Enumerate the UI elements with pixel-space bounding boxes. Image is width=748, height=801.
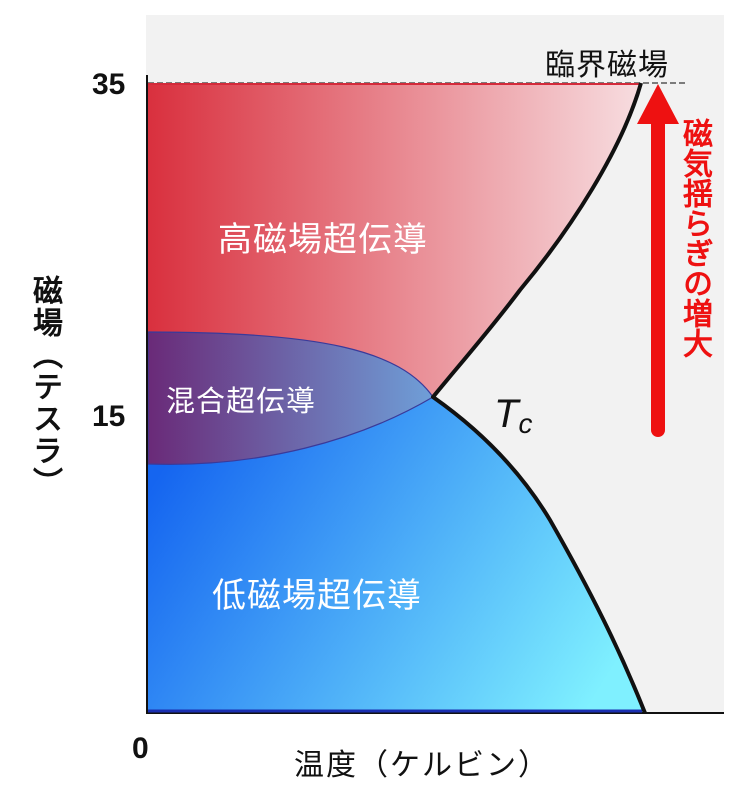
mixed-region-label: 混合超伝導 bbox=[166, 384, 317, 418]
tc-label-main: T bbox=[494, 392, 519, 436]
low-field-region bbox=[148, 397, 645, 713]
critical-field-label: 臨界磁場 bbox=[545, 48, 669, 83]
magnetic-fluctuation-label: 磁気揺らぎの増大 bbox=[677, 118, 712, 358]
tc-label-sub: c bbox=[518, 408, 533, 439]
magnetic-fluctuation-arrow-head bbox=[637, 84, 679, 124]
x-axis-label: 温度（ケルビン） bbox=[294, 748, 550, 783]
high-field-region-label: 高磁場超伝導 bbox=[218, 220, 428, 260]
tc-label: Tc bbox=[494, 392, 532, 440]
tc-boundary-curve bbox=[431, 82, 647, 714]
x-origin-label: 0 bbox=[132, 732, 149, 765]
y-tick-35: 35 bbox=[92, 68, 126, 101]
y-axis-label: 磁場（テスラ） bbox=[27, 275, 62, 499]
low-field-region-label: 低磁場超伝導 bbox=[212, 576, 422, 616]
y-tick-15: 15 bbox=[92, 400, 126, 433]
high-field-region bbox=[148, 83, 641, 397]
